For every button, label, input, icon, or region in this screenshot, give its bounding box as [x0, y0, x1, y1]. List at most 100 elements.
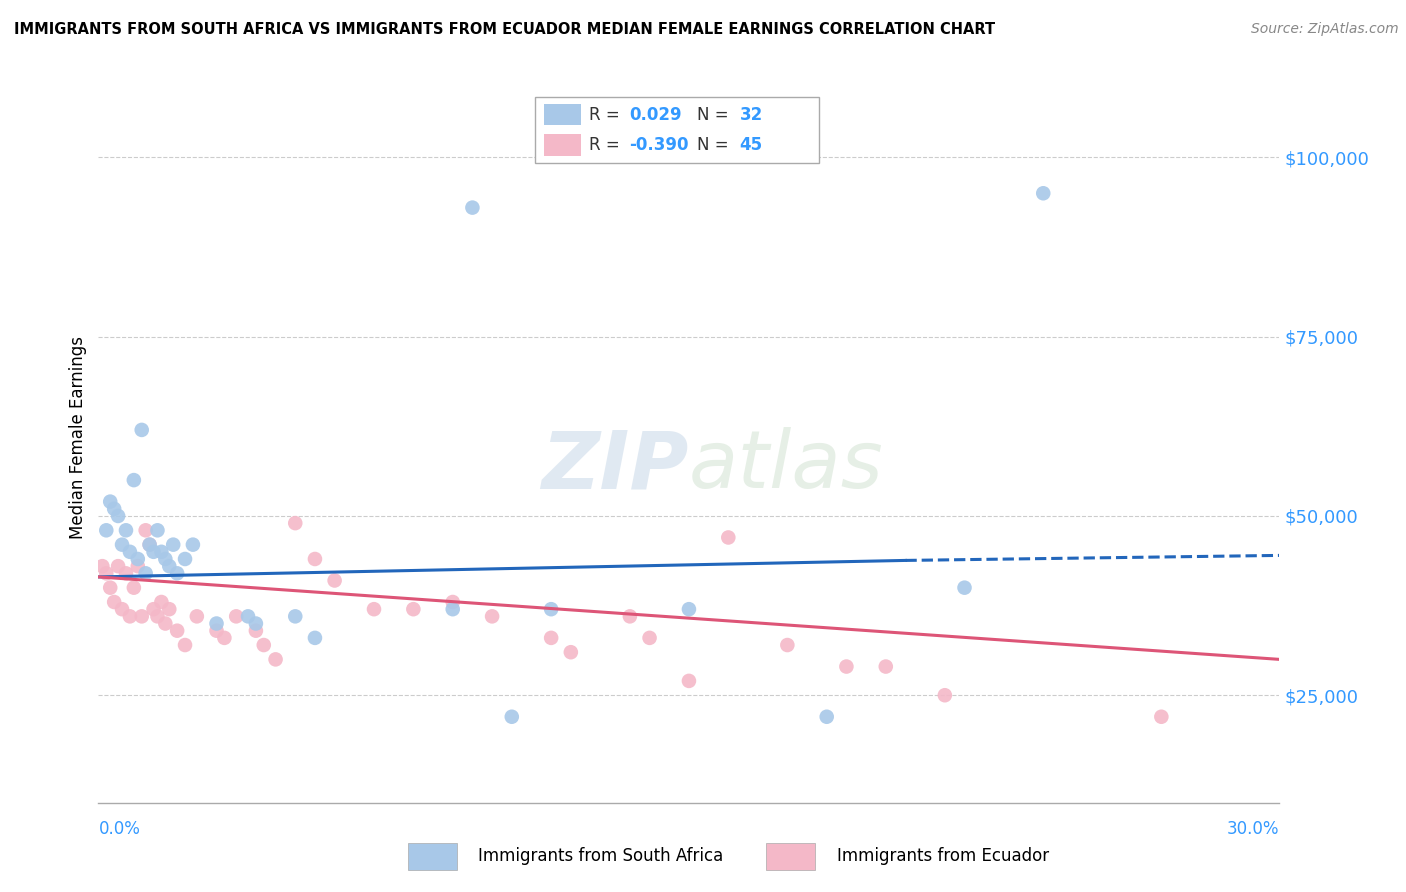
Point [131, 423, 153, 437]
Text: atlas: atlas [689, 427, 884, 506]
Point [776, 638, 799, 652]
Point [560, 645, 582, 659]
Point [111, 602, 134, 616]
Point [186, 609, 208, 624]
Point [157, 559, 180, 574]
Point [953, 581, 976, 595]
Point [875, 659, 897, 673]
Point [934, 688, 956, 702]
Point [236, 609, 259, 624]
Point [146, 609, 169, 624]
Point [127, 552, 149, 566]
Point [107, 508, 129, 523]
Point [135, 566, 157, 581]
Point [205, 616, 228, 631]
Point [245, 624, 267, 638]
Point [138, 538, 160, 552]
Point [138, 538, 160, 552]
Point [304, 631, 326, 645]
Text: N =: N = [697, 136, 734, 154]
Text: 0.0%: 0.0% [98, 820, 141, 838]
Point [461, 201, 484, 215]
Point [98, 581, 121, 595]
Point [717, 531, 740, 545]
Point [619, 609, 641, 624]
Point [118, 609, 141, 624]
Point [304, 552, 326, 566]
Point [264, 652, 287, 666]
Point [540, 602, 562, 616]
Point [441, 602, 464, 616]
Point [214, 631, 236, 645]
Point [638, 631, 661, 645]
Point [142, 545, 165, 559]
Point [103, 595, 125, 609]
Bar [544, 103, 581, 125]
Point [284, 516, 307, 530]
Point [363, 602, 385, 616]
Text: Immigrants from Ecuador: Immigrants from Ecuador [837, 847, 1049, 865]
Bar [766, 843, 815, 870]
Point [98, 494, 121, 508]
Bar [544, 135, 581, 156]
Point [166, 624, 188, 638]
Point [284, 609, 307, 624]
Point [253, 638, 276, 652]
Point [135, 524, 157, 538]
Point [678, 673, 700, 688]
Point [441, 595, 464, 609]
Text: Immigrants from South Africa: Immigrants from South Africa [478, 847, 723, 865]
Point [122, 473, 145, 487]
Text: 0.029: 0.029 [628, 106, 682, 124]
Point [103, 501, 125, 516]
Point [142, 602, 165, 616]
Point [155, 616, 177, 631]
Point [323, 574, 346, 588]
Point [96, 524, 118, 538]
Point [678, 602, 700, 616]
Point [1150, 710, 1173, 724]
Text: 45: 45 [740, 136, 762, 154]
Point [155, 552, 177, 566]
Text: Source: ZipAtlas.com: Source: ZipAtlas.com [1251, 22, 1399, 37]
Point [174, 552, 197, 566]
Point [501, 710, 523, 724]
Point [91, 559, 114, 574]
Point [157, 602, 180, 616]
Text: 32: 32 [740, 106, 762, 124]
Text: -0.390: -0.390 [628, 136, 689, 154]
Point [150, 595, 173, 609]
Point [402, 602, 425, 616]
Point [245, 616, 267, 631]
Text: R =: R = [589, 106, 626, 124]
Point [115, 566, 138, 581]
Point [835, 659, 858, 673]
Point [111, 538, 134, 552]
Point [115, 524, 138, 538]
Point [122, 581, 145, 595]
Y-axis label: Median Female Earnings: Median Female Earnings [69, 335, 87, 539]
FancyBboxPatch shape [536, 97, 818, 163]
Text: IMMIGRANTS FROM SOUTH AFRICA VS IMMIGRANTS FROM ECUADOR MEDIAN FEMALE EARNINGS C: IMMIGRANTS FROM SOUTH AFRICA VS IMMIGRAN… [14, 22, 995, 37]
Text: ZIP: ZIP [541, 427, 689, 506]
Point [131, 609, 153, 624]
Point [540, 631, 562, 645]
Point [107, 559, 129, 574]
Text: N =: N = [697, 106, 734, 124]
Point [150, 545, 173, 559]
Point [146, 524, 169, 538]
Text: R =: R = [589, 136, 626, 154]
Point [127, 559, 149, 574]
Point [118, 545, 141, 559]
Point [166, 566, 188, 581]
Point [96, 566, 118, 581]
Point [815, 710, 838, 724]
Point [1032, 186, 1054, 201]
Text: 30.0%: 30.0% [1227, 820, 1279, 838]
Point [174, 638, 197, 652]
Point [225, 609, 247, 624]
Point [181, 538, 204, 552]
Point [205, 624, 228, 638]
Bar [408, 843, 457, 870]
Point [162, 538, 184, 552]
